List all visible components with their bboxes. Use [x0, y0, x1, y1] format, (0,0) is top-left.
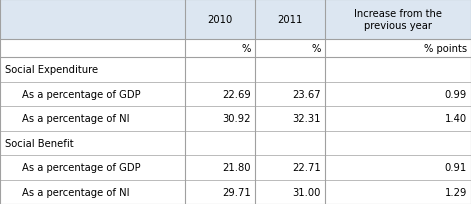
Text: %: % [242, 44, 251, 54]
Text: Social Benefit: Social Benefit [5, 138, 73, 148]
Text: 23.67: 23.67 [292, 89, 321, 99]
Text: 22.71: 22.71 [292, 162, 321, 172]
Text: Social Expenditure: Social Expenditure [5, 65, 98, 75]
Text: 0.99: 0.99 [445, 89, 467, 99]
Text: 29.71: 29.71 [222, 187, 251, 197]
Text: 30.92: 30.92 [222, 114, 251, 124]
Text: 2011: 2011 [277, 15, 303, 25]
Text: 1.29: 1.29 [445, 187, 467, 197]
Text: 22.69: 22.69 [222, 89, 251, 99]
Text: 21.80: 21.80 [222, 162, 251, 172]
Text: 0.91: 0.91 [445, 162, 467, 172]
Text: As a percentage of GDP: As a percentage of GDP [22, 89, 141, 99]
Text: 32.31: 32.31 [292, 114, 321, 124]
Text: Increase from the
previous year: Increase from the previous year [354, 9, 442, 31]
Bar [0, 0, 471, 40]
Text: 31.00: 31.00 [292, 187, 321, 197]
Text: %: % [312, 44, 321, 54]
Text: 1.40: 1.40 [445, 114, 467, 124]
Text: As a percentage of NI: As a percentage of NI [22, 187, 130, 197]
Bar [0, 40, 471, 204]
Text: % points: % points [424, 44, 467, 54]
Text: 2010: 2010 [207, 15, 233, 25]
Text: As a percentage of GDP: As a percentage of GDP [22, 162, 141, 172]
Text: As a percentage of NI: As a percentage of NI [22, 114, 130, 124]
